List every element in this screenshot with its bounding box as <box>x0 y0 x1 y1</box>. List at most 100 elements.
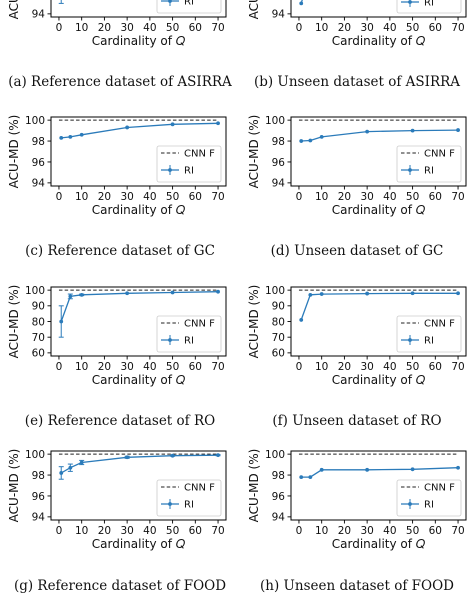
y-tick-label: 96 <box>272 157 286 169</box>
x-tick-label: 60 <box>189 191 202 203</box>
x-axis-label: Cardinality of 𝑄 <box>332 537 426 551</box>
x-tick-label: 70 <box>211 191 224 203</box>
x-tick-label: 30 <box>360 525 373 537</box>
subplot-caption: (a) Reference dataset of ASIRRA <box>8 74 232 90</box>
ri-line <box>300 292 458 321</box>
ri-point <box>299 318 304 322</box>
y-tick-label: 94 <box>32 178 46 190</box>
x-tick-label: 50 <box>406 22 419 34</box>
y-tick-label: 94 <box>272 512 286 524</box>
legend-ri-point <box>408 502 412 506</box>
ri-point <box>216 289 220 294</box>
x-tick-label: 0 <box>296 525 303 537</box>
legend-label: CNN F <box>424 483 455 494</box>
subplot-caption: (e) Reference dataset of RO <box>25 413 215 429</box>
x-tick-label: 10 <box>75 22 88 34</box>
y-tick-label: 94 <box>272 9 286 21</box>
x-tick-label: 50 <box>406 361 419 373</box>
legend-label: RI <box>424 0 434 9</box>
x-tick-label: 30 <box>360 22 373 34</box>
ri-point <box>319 292 324 296</box>
legend-label: CNN F <box>424 149 455 160</box>
x-tick-label: 10 <box>315 22 328 34</box>
ri-point <box>216 121 220 126</box>
x-tick-label: 60 <box>429 22 442 34</box>
x-tick-label: 20 <box>338 22 351 34</box>
x-axis-label: Cardinality of 𝑄 <box>92 537 186 551</box>
y-tick-label: 94 <box>272 178 286 190</box>
ri-point <box>125 455 130 460</box>
y-tick-label: 70 <box>32 332 45 344</box>
legend-ri-point <box>168 0 172 3</box>
x-tick-label: 30 <box>120 525 133 537</box>
x-tick-label: 50 <box>166 525 179 537</box>
plot-frame <box>50 116 227 187</box>
ri-point <box>216 453 220 458</box>
x-tick-label: 0 <box>296 361 303 373</box>
y-axis-label: ACU-MD (%) <box>7 285 21 359</box>
x-tick-label: 20 <box>98 191 111 203</box>
x-tick-label: 20 <box>338 525 351 537</box>
ri-point <box>365 291 370 296</box>
x-tick-label: 10 <box>75 525 88 537</box>
x-tick-label: 70 <box>451 361 464 373</box>
legend-ri-point <box>168 168 172 172</box>
ri-point <box>365 129 370 134</box>
legend-box <box>396 479 462 517</box>
ri-line <box>60 454 219 474</box>
ri-point <box>59 136 64 140</box>
y-axis-label: ACU-MD (%) <box>7 449 21 523</box>
legend-ri-point <box>408 0 412 4</box>
y-tick-label: 98 <box>32 136 45 148</box>
y-tick-label: 98 <box>272 470 285 482</box>
ri-point <box>308 475 313 480</box>
x-tick-label: 40 <box>383 191 396 203</box>
x-tick-label: 0 <box>56 361 63 373</box>
x-tick-label: 10 <box>75 361 88 373</box>
x-tick-label: 70 <box>451 525 464 537</box>
plot-area <box>58 453 221 480</box>
legend-label: RI <box>424 500 434 511</box>
plot-area <box>58 119 220 140</box>
legend-label: RI <box>424 166 434 177</box>
y-tick-label: 80 <box>272 316 285 328</box>
ri-point <box>68 134 73 139</box>
ri-point <box>299 1 304 6</box>
subplot-caption: (h) Unseen dataset of FOOD <box>260 578 454 594</box>
legend-box <box>396 145 462 183</box>
x-tick-label: 30 <box>360 191 373 203</box>
x-tick-label: 40 <box>143 22 156 34</box>
x-tick-label: 60 <box>429 525 442 537</box>
legend-ri-point <box>168 338 172 342</box>
ri-point <box>125 125 130 130</box>
subplot-g: 94 96 98 100 0 10 20 30 40 50 60 70 Cardinality of 𝑄… <box>7 449 227 594</box>
ri-point <box>68 294 73 299</box>
x-tick-label: 0 <box>56 22 63 34</box>
y-tick-label: 96 <box>32 157 46 169</box>
x-tick-label: 60 <box>189 361 202 373</box>
x-tick-label: 20 <box>98 525 111 537</box>
y-tick-label: 80 <box>32 316 45 328</box>
x-tick-label: 70 <box>211 361 224 373</box>
x-tick-label: 10 <box>75 191 88 203</box>
y-tick-label: 100 <box>265 449 285 461</box>
ri-point <box>410 467 415 472</box>
plot-area <box>58 0 64 4</box>
y-axis-label: ACU-MD (%) <box>247 449 261 523</box>
x-axis-label: Cardinality of 𝑄 <box>332 34 426 48</box>
legend-label: CNN F <box>184 149 215 160</box>
legend-box <box>156 479 222 517</box>
ri-point <box>410 291 415 296</box>
plot-frame <box>290 116 467 187</box>
ri-point <box>410 128 415 133</box>
legend-label: CNN F <box>184 319 215 330</box>
ri-point <box>59 471 64 475</box>
x-axis-label: Cardinality of 𝑄 <box>332 203 426 217</box>
ri-line <box>300 0 303 4</box>
x-tick-label: 60 <box>429 191 442 203</box>
x-tick-label: 20 <box>338 191 351 203</box>
ri-point <box>79 460 84 465</box>
legend-label: RI <box>184 166 194 177</box>
ri-point <box>79 292 84 297</box>
